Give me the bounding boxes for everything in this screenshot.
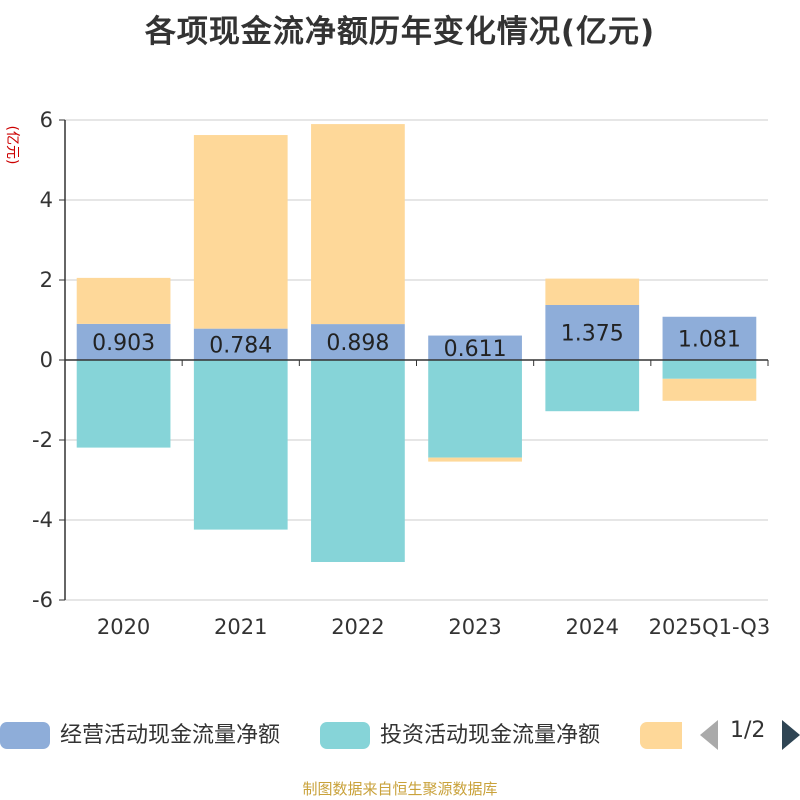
legend-page-indicator: 1/2 xyxy=(730,718,766,743)
data-label: 1.081 xyxy=(678,327,741,352)
chart-title: 各项现金流净额历年变化情况(亿元) xyxy=(144,14,656,50)
data-label: 0.611 xyxy=(444,337,507,362)
legend-swatch xyxy=(0,722,50,749)
bar-series1-2025Q1-Q3 xyxy=(662,360,757,379)
x-tick-label: 2024 xyxy=(566,615,619,639)
legend-prev-page-icon[interactable] xyxy=(700,720,718,750)
bar-series0-2020 xyxy=(76,323,171,360)
data-source-note: 制图数据来自恒生聚源数据库 xyxy=(302,780,498,798)
y-tick-label: -6 xyxy=(32,588,53,612)
x-tick-label: 2025Q1-Q3 xyxy=(649,615,771,639)
x-tick-label: 2020 xyxy=(97,615,150,639)
y-tick-label: 0 xyxy=(40,348,53,372)
data-label: 1.375 xyxy=(561,322,624,347)
bar-series2-2022 xyxy=(311,124,405,325)
data-label: 0.903 xyxy=(92,331,155,356)
bar-series2-2025Q1-Q3 xyxy=(662,378,757,401)
bar-series0-2024 xyxy=(545,305,640,360)
legend-label: 投资活动现金流量净额 xyxy=(380,723,601,748)
x-tick-label: 2022 xyxy=(331,615,384,639)
bar-series1-2021 xyxy=(193,360,288,530)
y-tick-label: 6 xyxy=(40,108,53,132)
bar-series1-2020 xyxy=(76,360,171,448)
y-axis-label: (亿元) xyxy=(4,126,20,165)
bar-series0-2025Q1-Q3 xyxy=(662,316,757,360)
x-tick-label: 2021 xyxy=(214,615,267,639)
legend-next-page-icon[interactable] xyxy=(782,720,800,750)
data-label: 0.784 xyxy=(209,333,272,358)
bar-series2-2021 xyxy=(193,135,288,329)
y-tick-label: 4 xyxy=(40,188,53,212)
legend-swatch xyxy=(320,722,370,749)
bar-series2-2020 xyxy=(76,277,171,324)
y-tick-label: -4 xyxy=(32,508,53,532)
y-tick-label: -2 xyxy=(32,428,53,452)
bar-series0-2021 xyxy=(193,328,288,360)
bar-series1-2024 xyxy=(545,360,640,412)
y-tick-label: 2 xyxy=(40,268,53,292)
bar-series1-2022 xyxy=(311,360,405,562)
bar-series0-2023 xyxy=(428,335,522,360)
bar-series1-2023 xyxy=(428,360,522,458)
x-tick-label: 2023 xyxy=(448,615,501,639)
legend-label: 经营活动现金流量净额 xyxy=(60,723,281,748)
bar-series2-2024 xyxy=(545,278,640,305)
bar-series2-2023 xyxy=(428,457,522,462)
legend-swatch xyxy=(640,722,682,749)
data-label: 0.898 xyxy=(326,331,389,356)
bar-series0-2022 xyxy=(311,324,405,360)
